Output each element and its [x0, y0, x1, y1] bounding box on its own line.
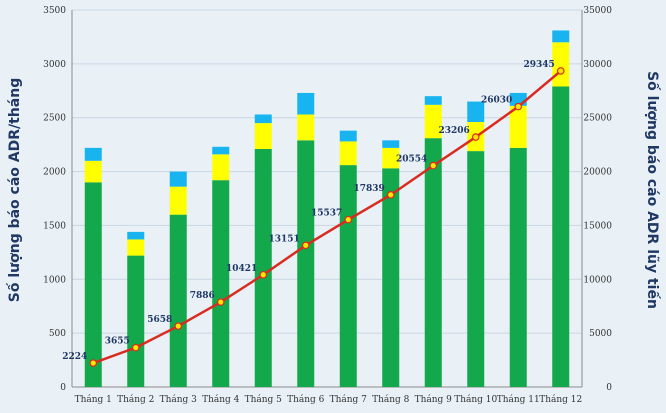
x-tick-label: Tháng 2 [117, 394, 154, 405]
bar-segment-1 [84, 182, 102, 387]
bar-segment-2 [509, 105, 527, 148]
bar-segment-3 [339, 130, 357, 142]
x-tick-label: Tháng 1 [75, 394, 112, 405]
y-tick-right: 0 [606, 383, 612, 393]
bar-segment-2 [127, 239, 145, 256]
y-tick-left: 2500 [43, 114, 66, 124]
cumulative-line: 2224 3655 5658 7886 10421 13151 15537 17839 2055… [62, 60, 565, 367]
cumulative-data-label: 5658 [147, 315, 172, 325]
cumulative-data-label: 29345 [523, 60, 554, 70]
bar-segment-2 [254, 123, 272, 149]
bar-segment-1 [552, 86, 570, 387]
x-tick-label: Tháng 8 [372, 394, 410, 405]
y-tick-right: 20000 [583, 168, 612, 178]
x-tick-label: Tháng 12 [539, 394, 582, 405]
bar-segment-2 [339, 141, 357, 166]
bar-segment-2 [382, 147, 400, 169]
cumulative-point [301, 241, 310, 250]
y-tick-right: 35000 [583, 6, 612, 16]
cumulative-data-label: 17839 [353, 184, 384, 194]
cumulative-point [89, 359, 98, 367]
y-tick-right: 5000 [589, 329, 612, 339]
cumulative-data-label: 10421 [226, 264, 257, 274]
bar-segment-1 [467, 151, 485, 387]
bar-segment-3 [467, 101, 485, 123]
bar-segment-1 [382, 168, 400, 387]
cumulative-point [556, 67, 565, 75]
cumulative-point [259, 270, 268, 279]
y-tick-left: 500 [49, 329, 66, 339]
bar-segment-3 [254, 114, 272, 124]
cumulative-data-label: 7886 [190, 291, 215, 301]
bar-segment-1 [212, 180, 230, 387]
bar-segment-3 [212, 146, 230, 155]
bar-segment-3 [552, 30, 570, 43]
cumulative-data-label: 2224 [62, 352, 87, 362]
cumulative-point [216, 298, 225, 306]
bar-segment-1 [127, 255, 145, 387]
x-tick-label: Tháng 6 [287, 394, 325, 405]
bar-segment-3 [297, 92, 315, 115]
cumulative-point [386, 191, 395, 199]
cumulative-data-label: 13151 [268, 234, 299, 244]
bar-segment-2 [297, 114, 315, 141]
bar-segment-2 [169, 186, 187, 215]
bar-segment-1 [297, 140, 315, 387]
bars [84, 30, 570, 387]
bar-segment-3 [169, 171, 187, 187]
x-tick-label: Tháng 9 [415, 394, 453, 405]
y-tick-right: 25000 [583, 114, 612, 124]
cumulative-data-label: 20554 [396, 155, 427, 165]
x-tick-label: Tháng 4 [202, 394, 240, 405]
cumulative-series-line [92, 69, 562, 365]
y-tick-left: 2000 [43, 168, 66, 178]
cumulative-data-label: 3655 [105, 337, 130, 347]
bar-segment-2 [552, 42, 570, 87]
x-tick-label: Tháng 3 [160, 394, 198, 405]
x-tick-label: Tháng 5 [245, 394, 283, 405]
cumulative-point [174, 322, 183, 330]
bar-segment-2 [84, 160, 102, 183]
bar-segment-1 [169, 214, 187, 387]
y-tick-left: 3500 [43, 6, 66, 16]
cumulative-point [131, 343, 140, 352]
bar-segment-3 [424, 96, 442, 105]
x-tick-label: Tháng 11 [497, 394, 540, 405]
cumulative-point [344, 215, 353, 224]
x-tick-label: Tháng 10 [454, 394, 497, 405]
bar-segment-3 [382, 140, 400, 148]
cumulative-data-label: 15537 [311, 209, 342, 219]
y-tick-left: 3000 [43, 60, 66, 70]
cumulative-point [514, 102, 523, 111]
bar-segment-1 [254, 148, 272, 387]
y-tick-right: 30000 [583, 60, 612, 70]
bar-segment-3 [84, 147, 102, 161]
y-tick-right: 15000 [583, 221, 612, 231]
cumulative-data-label: 26030 [481, 96, 512, 106]
y-axis-right-title: Số lượng báo cáo ADR lũy tiến [644, 71, 661, 309]
y-tick-left: 1500 [43, 221, 66, 231]
y-tick-left: 0 [60, 383, 66, 393]
bar-segment-1 [509, 147, 527, 387]
cumulative-data-label: 23206 [438, 126, 469, 136]
y-axis-left-title: Số lượng báo cáo ADR/tháng [6, 78, 23, 302]
bar-segment-2 [212, 154, 230, 181]
x-tick-label: Tháng 7 [330, 394, 368, 405]
y-tick-right: 10000 [583, 275, 612, 285]
bar-segment-3 [127, 231, 145, 240]
grid-lines [71, 9, 583, 388]
bar-segment-1 [339, 165, 357, 387]
y-tick-left: 1000 [43, 275, 66, 285]
axis-ticks: 0500100015002000250030003500050001000015… [43, 6, 612, 405]
bar-segment-1 [424, 138, 442, 387]
cumulative-point [471, 133, 480, 141]
bar-segment-2 [424, 104, 442, 139]
cumulative-point [429, 161, 438, 170]
